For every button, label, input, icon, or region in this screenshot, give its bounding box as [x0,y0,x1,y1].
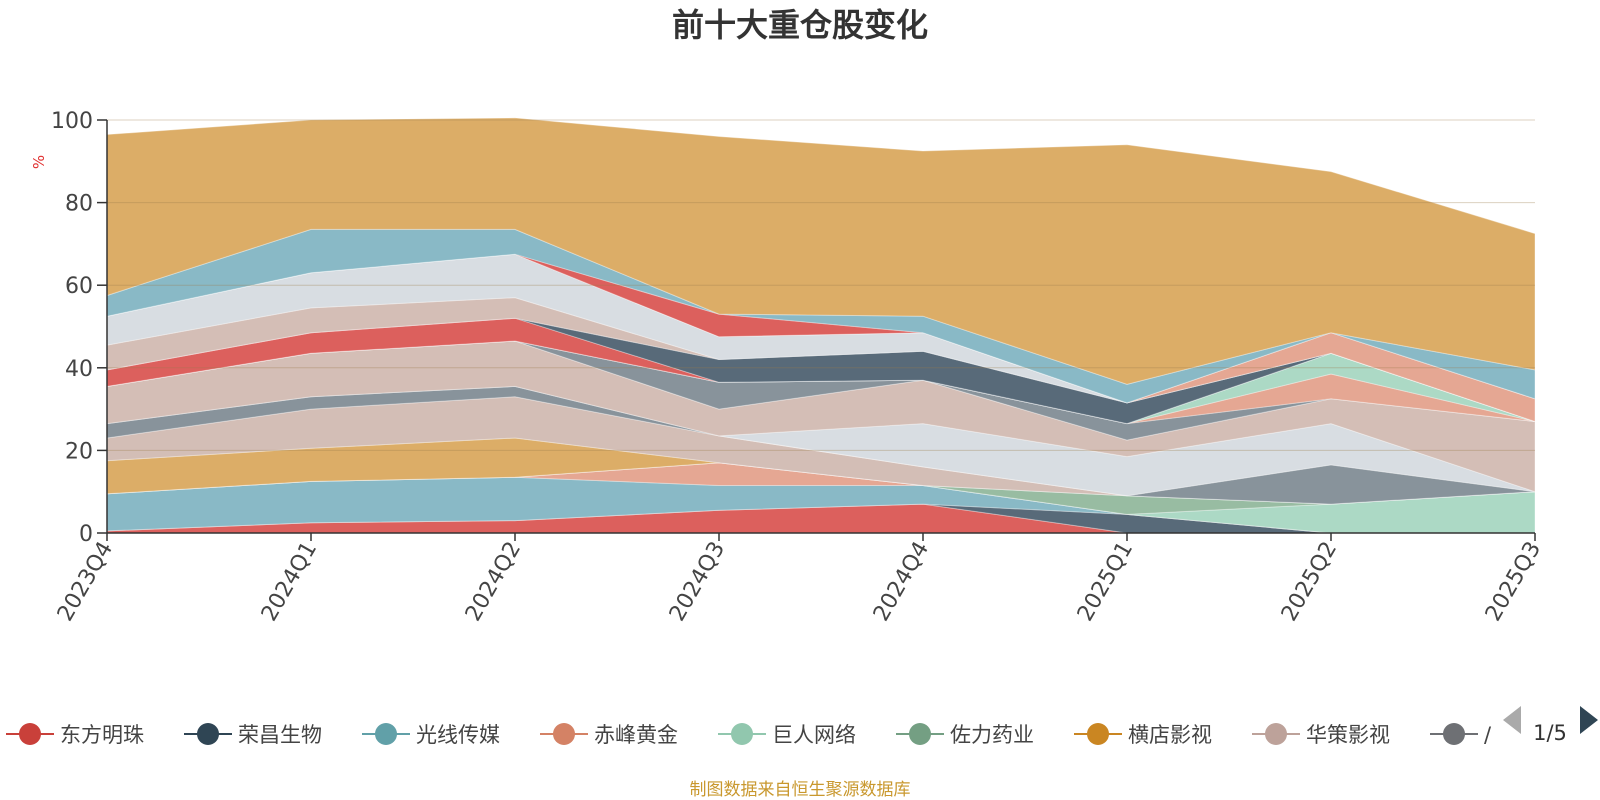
legend-dot-icon [19,723,41,745]
x-tick-label: 2025Q3 [1481,538,1546,626]
legend-dot-icon [909,723,931,745]
x-tick-label: 2024Q3 [665,538,730,626]
y-tick-label: 20 [65,439,93,464]
x-tick-label: 2024Q2 [461,538,526,626]
chart-title: 前十大重仓股变化 [672,6,928,44]
legend-dot-icon [1443,723,1465,745]
legend-item[interactable]: 华策影视 [1252,723,1390,747]
y-tick-label: 40 [65,357,93,382]
y-tick-label: 80 [65,192,93,217]
legend-dot-icon [1265,723,1287,745]
area-series-22 [106,117,1536,385]
legend-item[interactable]: 光线传媒 [362,723,500,747]
legend-prev-icon[interactable] [1503,706,1521,734]
x-tick-label: 2025Q1 [1073,538,1138,626]
legend-pager[interactable]: 1/5 [1503,706,1598,745]
data-source-note: 制图数据来自恒生聚源数据库 [690,780,911,800]
legend-dot-icon [553,723,575,745]
grid-lines [107,119,1535,451]
y-axis-label: % [30,155,48,169]
y-tick-label: 100 [51,109,93,134]
legend-item[interactable]: 横店影视 [1074,723,1212,747]
legend-item[interactable]: 巨人网络 [718,723,856,747]
legend-label: 光线传媒 [416,723,500,747]
legend-item[interactable]: 荣昌生物 [184,723,322,747]
area-series-19 [106,253,1536,423]
legend[interactable]: 东方明珠 荣昌生物 光线传媒 赤峰黄金 巨人网络 佐力药业 横店影视 华策影视 / [6,723,1492,747]
legend-label: 华策影视 [1306,723,1390,747]
legend-dot-icon [197,723,219,745]
legend-item[interactable]: 佐力药业 [896,723,1034,747]
x-tick-label: 2024Q1 [257,538,322,626]
legend-dot-icon [731,723,753,745]
x-tick-label: 2023Q4 [53,538,118,626]
x-tick-label: 2024Q4 [869,538,934,626]
legend-label: 荣昌生物 [238,723,322,747]
y-tick-label: 0 [79,522,93,547]
legend-item[interactable]: / [1430,723,1492,747]
legend-item[interactable]: 东方明珠 [6,723,144,747]
legend-label: 佐力药业 [950,723,1034,747]
legend-label-truncated: / [1484,723,1492,747]
legend-label: 东方明珠 [60,723,144,747]
area-layers [106,117,1536,534]
legend-label: 赤峰黄金 [594,723,678,747]
legend-dot-icon [375,723,397,745]
x-tick-label: 2025Q2 [1277,538,1342,626]
legend-dot-icon [1087,723,1109,745]
legend-label: 巨人网络 [772,723,856,747]
legend-label: 横店影视 [1128,723,1212,747]
legend-item[interactable]: 赤峰黄金 [540,723,678,747]
legend-page-indicator: 1/5 [1533,721,1567,745]
y-tick-label: 60 [65,274,93,299]
legend-next-icon[interactable] [1580,706,1598,734]
